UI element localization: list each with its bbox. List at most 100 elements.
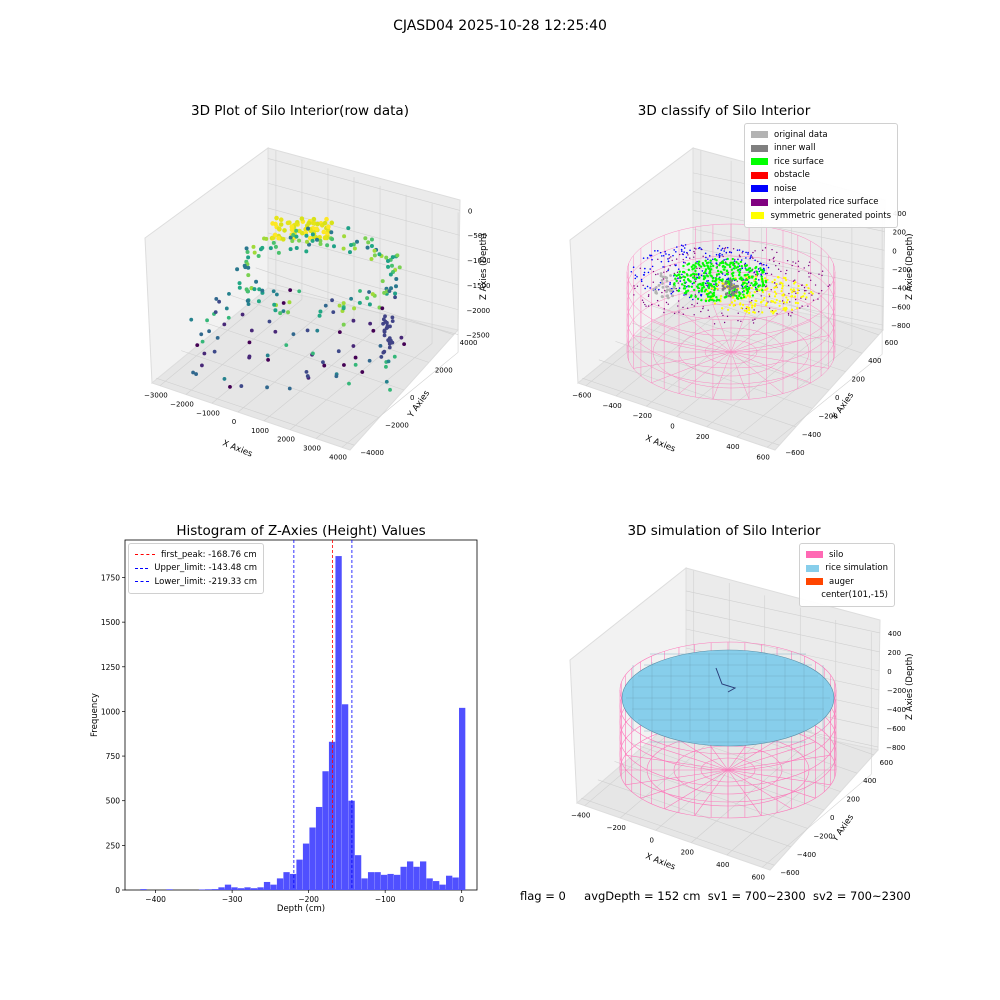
classified-point [721, 312, 723, 314]
classified-point [717, 281, 721, 284]
classified-point [775, 298, 778, 302]
classified-point [741, 303, 745, 306]
classified-point [788, 292, 790, 295]
x-tick-label: 3000 [303, 445, 321, 453]
classified-point [800, 295, 803, 299]
classified-point [808, 292, 810, 294]
classified-point [738, 249, 741, 251]
data-point [369, 256, 374, 261]
y-tick-label: 600 [880, 759, 893, 767]
classified-point [696, 260, 698, 263]
data-point [290, 239, 295, 244]
classified-point [760, 273, 762, 276]
classified-point [747, 306, 750, 309]
classified-point [710, 287, 714, 290]
classified-point [656, 299, 659, 302]
classified-point [658, 288, 660, 291]
classified-point [673, 249, 675, 251]
histogram-legend: first_peak: -168.76 cm Upper_limit: -143… [128, 543, 264, 594]
classified-point [667, 303, 669, 305]
simulation-plot-title: 3D simulation of Silo Interior [627, 523, 821, 539]
classified-point [764, 280, 768, 284]
classified-point [659, 272, 663, 275]
z-tick-label: −2500 [466, 332, 490, 340]
classified-point [745, 309, 748, 312]
data-point [330, 237, 335, 242]
classified-point [630, 270, 633, 273]
classified-point [766, 287, 769, 290]
data-point [281, 301, 286, 305]
classified-point [715, 253, 718, 256]
classified-point [661, 285, 665, 289]
classified-point [636, 285, 639, 287]
classified-point [687, 268, 691, 272]
data-point [310, 220, 316, 226]
data-point [322, 220, 328, 226]
classified-point [674, 277, 677, 280]
histogram-bar [387, 873, 394, 890]
data-point [347, 250, 352, 255]
classified-point [790, 295, 793, 298]
classified-point [707, 279, 710, 282]
grid-line [706, 333, 822, 428]
classified-point [730, 268, 734, 272]
data-point [386, 259, 391, 264]
data-point [321, 360, 325, 365]
classified-point [801, 305, 803, 307]
data-point [217, 299, 222, 304]
classified-point [796, 301, 800, 305]
data-point [276, 235, 281, 241]
classified-point [735, 261, 738, 264]
classified-point [712, 299, 716, 302]
classified-point [707, 258, 709, 260]
classified-point [726, 257, 729, 261]
data-point [382, 349, 387, 354]
classified-point [699, 265, 703, 268]
classified-point [792, 289, 796, 292]
classified-point [786, 298, 789, 301]
classified-point [753, 309, 755, 311]
classify-x-ticks: −600 −400 −200 0 200 400 600 [572, 392, 770, 462]
classified-point [782, 276, 785, 279]
data-point [214, 297, 219, 301]
histogram-bar [302, 843, 310, 890]
classified-point [726, 278, 728, 281]
data-point [288, 235, 293, 240]
data-point [322, 363, 327, 368]
classified-point [807, 264, 810, 267]
classified-point [649, 254, 651, 256]
classified-point [703, 277, 706, 280]
classified-point [761, 249, 764, 252]
raw-grid [156, 150, 460, 448]
classified-point [721, 278, 724, 281]
data-point [311, 216, 317, 222]
classified-point [645, 305, 647, 307]
classified-point [695, 273, 698, 276]
grid-line [267, 182, 460, 236]
classified-point [745, 306, 749, 309]
simulation-z-ticks: −800 −600 −400 −200 0 200 400 [886, 630, 906, 752]
histogram-lines [293, 540, 353, 890]
data-point [317, 313, 322, 318]
classified-point [758, 311, 760, 313]
simulation-z-label: Z Axies (Depth) [905, 653, 915, 720]
data-point [311, 351, 315, 356]
classified-point [726, 263, 729, 266]
data-point [355, 239, 360, 244]
classified-point [642, 284, 644, 287]
classified-point [711, 264, 715, 268]
classified-point [682, 270, 686, 274]
classified-point [797, 284, 800, 288]
classified-point [696, 285, 699, 288]
classified-point [722, 264, 725, 268]
classified-point [672, 285, 676, 289]
x-tick-label: 200 [681, 849, 694, 857]
classified-point [754, 273, 757, 276]
classified-point [723, 250, 725, 252]
classified-point [652, 281, 654, 283]
x-tick-label: 600 [756, 453, 769, 461]
legend-swatch [751, 198, 768, 206]
data-point [285, 220, 291, 226]
histogram-bar [374, 872, 381, 890]
classified-point [730, 251, 733, 254]
